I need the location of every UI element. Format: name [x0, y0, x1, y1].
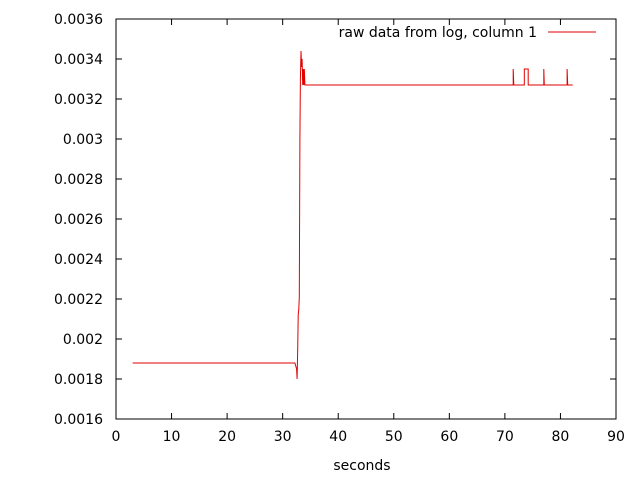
legend: raw data from log, column 1 [339, 25, 596, 41]
y-tick-label: 0.0022 [54, 292, 103, 308]
x-tick-label: 60 [440, 429, 458, 445]
tick-labels: 0 10 20 30 40 50 60 70 80 90 0.0016 0.0018 0.002 0.00… [54, 12, 625, 445]
series-line-0 [132, 50, 573, 380]
y-tick-label: 0.002 [63, 332, 103, 348]
x-tick-label: 40 [329, 429, 347, 445]
y-tick-label: 0.0024 [54, 252, 103, 268]
x-tick-label: 10 [163, 429, 181, 445]
axis-ticks [115, 18, 617, 420]
plot-frame [115, 18, 617, 420]
x-tick-label: 80 [552, 429, 570, 445]
series-layer [132, 50, 573, 380]
y-tick-label: 0.0032 [54, 92, 103, 108]
x-tick-label: 30 [274, 429, 292, 445]
y-tick-label: 0.0036 [54, 12, 103, 28]
x-tick-label: 50 [385, 429, 403, 445]
x-tick-label: 20 [218, 429, 236, 445]
x-tick-label: 90 [607, 429, 625, 445]
legend-label: raw data from log, column 1 [339, 25, 537, 41]
x-tick-label: 70 [496, 429, 514, 445]
y-tick-label: 0.0028 [54, 172, 103, 188]
y-tick-label: 0.0034 [54, 52, 103, 68]
y-tick-label: 0.0018 [54, 372, 103, 388]
y-tick-label: 0.003 [63, 132, 103, 148]
x-tick-label: 0 [112, 429, 121, 445]
x-axis-label: seconds [333, 458, 390, 474]
y-tick-label: 0.0026 [54, 212, 103, 228]
y-tick-label: 0.0016 [54, 412, 103, 428]
